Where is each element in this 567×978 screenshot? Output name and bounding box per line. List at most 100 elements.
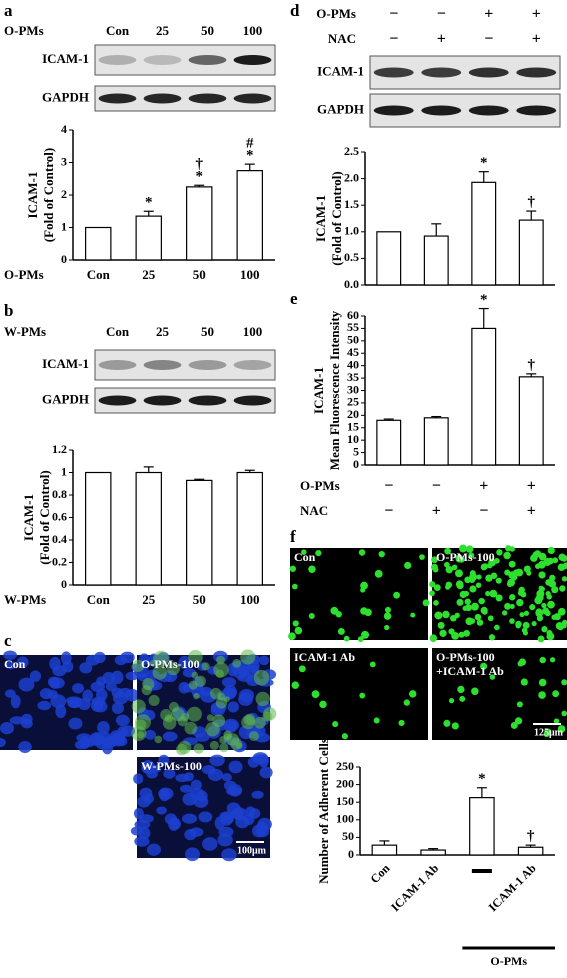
cell: [384, 624, 390, 631]
condition-sign: −: [479, 503, 488, 520]
y-tick-label: 1.5: [344, 197, 359, 211]
nucleus: [49, 680, 60, 689]
cell: [542, 607, 550, 615]
significance-mark: *: [196, 169, 204, 185]
cell: [495, 577, 502, 584]
cell: [337, 628, 345, 635]
y-tick-label: 2.5: [344, 144, 359, 158]
nucleus: [221, 773, 232, 782]
cell: [341, 733, 348, 740]
cell: [557, 725, 566, 733]
panel-letter: f: [290, 527, 296, 546]
blot-band: [373, 105, 414, 116]
cell: [538, 678, 547, 687]
nucleus: [16, 656, 29, 669]
blot-band: [468, 67, 509, 78]
cell: [454, 612, 460, 619]
cell: [538, 571, 546, 579]
blot-band: [233, 93, 272, 104]
blot-lane-label: 25: [156, 324, 170, 339]
blot-lane-label: 50: [201, 324, 214, 339]
cell: [292, 583, 298, 590]
cell: [468, 552, 475, 559]
cell: [480, 606, 488, 614]
cell: [437, 621, 445, 629]
blot-band: [373, 67, 414, 78]
blot-row-label: GAPDH: [42, 89, 89, 104]
stain: [209, 740, 219, 750]
y-tick-label: 100: [336, 812, 354, 826]
nucleus: [120, 651, 135, 664]
condition-sign: −: [437, 6, 446, 23]
bar: [423, 417, 449, 466]
nucleus: [18, 740, 32, 754]
cell: [319, 700, 327, 709]
cell: [534, 596, 543, 605]
cell: [509, 603, 515, 609]
significance-mark: *: [478, 771, 486, 787]
nucleus: [133, 773, 144, 785]
stain: [166, 661, 181, 676]
x-tick-label: ICAM-1 Ab: [486, 861, 539, 914]
condition-name: NAC: [300, 503, 328, 518]
cell: [471, 687, 479, 696]
y-axis-label: (Fold of Control): [41, 148, 56, 242]
condition-sign: −: [384, 478, 393, 495]
significance-mark: †: [527, 829, 535, 845]
cell: [429, 581, 436, 588]
panel-letter: c: [4, 631, 12, 650]
nucleus: [0, 737, 6, 748]
cell: [448, 698, 455, 704]
cell: [374, 569, 383, 578]
stain: [216, 655, 225, 665]
bar: [236, 471, 263, 586]
stain: [191, 671, 199, 679]
cell: [404, 561, 412, 570]
cell: [489, 674, 496, 680]
cell: [475, 582, 482, 588]
cell: [515, 620, 522, 628]
blot-band: [468, 105, 509, 116]
cell: [443, 719, 451, 727]
nucleus: [125, 688, 140, 702]
stain: [206, 714, 214, 722]
cell: [439, 629, 447, 637]
nucleus: [158, 787, 174, 800]
stain: [184, 721, 198, 735]
cell: [503, 551, 511, 560]
cell: [456, 582, 464, 590]
nucleus: [209, 754, 225, 767]
x-tick-label: 100: [240, 267, 260, 282]
nucleus: [76, 733, 92, 743]
cell: [343, 635, 350, 642]
x-tick-label: Con: [367, 861, 392, 886]
bar: [236, 170, 263, 261]
blot-band: [233, 395, 272, 406]
cell: [538, 585, 544, 591]
bar: [471, 327, 497, 466]
cell: [294, 626, 303, 635]
cell: [494, 624, 500, 631]
image-label: O-PMs-100: [436, 550, 495, 564]
cell: [398, 719, 405, 727]
nucleus: [93, 651, 106, 664]
condition-sign: +: [532, 6, 541, 23]
nucleus: [139, 787, 153, 799]
stain: [248, 730, 259, 742]
cell: [410, 612, 416, 618]
cell: [496, 549, 503, 556]
nucleus: [198, 811, 213, 823]
bar: [85, 226, 112, 261]
cell: [332, 721, 339, 728]
cell: [537, 635, 545, 643]
cell: [538, 691, 546, 699]
condition-name: O-PMs: [300, 478, 340, 493]
stain: [253, 669, 270, 686]
image-label: O-PMs-100: [436, 650, 495, 664]
nucleus: [228, 760, 243, 774]
nucleus: [220, 812, 233, 826]
nucleus: [238, 692, 253, 706]
y-tick-label: 25: [347, 395, 359, 409]
cell: [546, 632, 555, 641]
blot-row-label: GAPDH: [317, 101, 364, 116]
